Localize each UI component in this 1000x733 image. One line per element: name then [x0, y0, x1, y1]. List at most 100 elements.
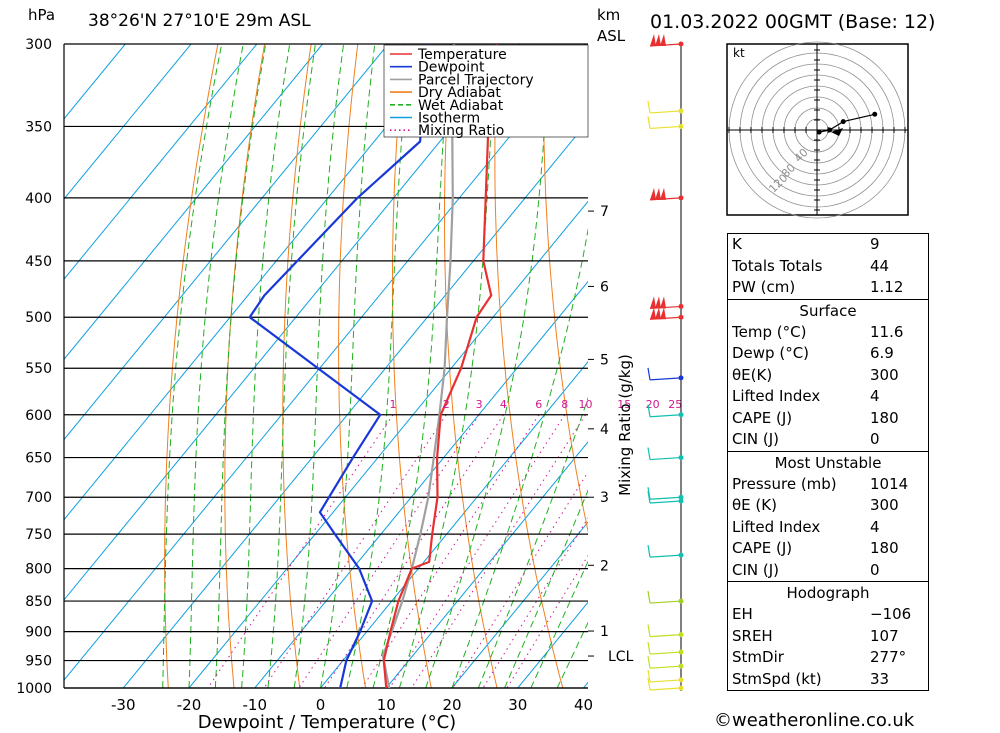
- dry-adiabat-line: [960, 26, 1000, 714]
- index-row-totals: Totals Totals 44: [732, 256, 890, 275]
- wind-barb-dot: [678, 663, 684, 669]
- wind-barb-dot: [678, 649, 684, 655]
- wind-barb: [647, 624, 684, 638]
- wet-adiabat-line: [477, 396, 588, 688]
- wind-barb: [647, 404, 684, 418]
- wind-barb-feather: [647, 624, 651, 637]
- pressure-tick-label: 500: [25, 310, 52, 326]
- dry-adiabat-line: [444, 44, 498, 688]
- pressure-tick-label: 350: [25, 119, 52, 135]
- mixing-ratio-axis-label: Mixing Ratio (g/kg): [616, 354, 634, 496]
- isotherm-line: [64, 44, 455, 521]
- mixing-ratio-label: 6: [535, 398, 542, 411]
- wind-barb-dot: [678, 108, 684, 114]
- x-axis-label: Dewpoint / Temperature (°C): [198, 712, 456, 733]
- wind-barb-dot: [678, 598, 684, 604]
- isotherm-line: [64, 44, 192, 200]
- most-unstable-row: Pressure (mb) 1014: [732, 474, 909, 493]
- wind-barb-staff: [649, 600, 682, 604]
- surface-row: θE(K) 300: [732, 365, 899, 384]
- wet-adiabat-line: [214, 44, 267, 688]
- wind-barb-staff: [649, 377, 682, 381]
- wind-barb: [647, 656, 684, 669]
- wet-adiabat-line: [372, 44, 451, 688]
- wind-barb: [647, 490, 684, 504]
- isotherm-line: [64, 44, 389, 441]
- wind-barb-feather: [647, 641, 651, 655]
- surface-row: CAPE (J) 180: [732, 408, 899, 427]
- most-unstable-row: CAPE (J) 180: [732, 539, 899, 557]
- isotherm-line: [64, 44, 521, 601]
- surface-row: Dewp (°C) 6.9: [732, 344, 894, 362]
- pressure-tick-label: 450: [25, 254, 52, 270]
- credit-link[interactable]: ©weatheronline.co.uk: [714, 710, 915, 731]
- surface-row: Temp (°C) 11.6: [732, 322, 904, 341]
- legend-entry-label: Mixing Ratio: [418, 123, 504, 139]
- wind-barb-pennant: [660, 296, 666, 309]
- pressure-tick-label: 600: [25, 408, 52, 424]
- storm-motion-arrow: [831, 128, 843, 136]
- legend-entry-label: Wet Adiabat: [418, 98, 504, 114]
- isotherm-line: [254, 280, 588, 688]
- wind-barb: [647, 590, 684, 604]
- pressure-tick-label: 1000: [16, 681, 52, 697]
- height-tick-label: 2: [600, 558, 609, 574]
- legend-box: [383, 44, 589, 138]
- wind-barb-feather: [647, 367, 651, 380]
- wind-barb-pennant: [660, 34, 666, 46]
- wind-barb-pennant: [660, 307, 666, 320]
- temperature-tick-label: 0: [316, 696, 326, 714]
- wind-barb-feather: [647, 656, 651, 669]
- height-tick-label: 3: [600, 490, 609, 506]
- mixing-ratio-label: 2: [443, 398, 450, 411]
- wind-barb-staff: [649, 110, 682, 114]
- wet-adiabat-line: [425, 44, 551, 688]
- wind-barb-dot: [678, 685, 684, 691]
- height-tick-label: LCL: [608, 649, 634, 665]
- most-unstable-title: Most Unstable: [774, 453, 882, 472]
- wind-barb: [647, 677, 684, 691]
- pressure-tick-label: 650: [25, 451, 52, 467]
- wind-barb: [647, 669, 684, 683]
- parcel-trajectory-line: [381, 44, 456, 688]
- wind-barb: [647, 545, 684, 558]
- mixing-ratio-label: 8: [561, 398, 568, 411]
- wind-barb-feather: [647, 545, 651, 558]
- wet-adiabat-line: [346, 44, 411, 688]
- hodograph-row: StmSpd (kt) 33: [732, 669, 890, 688]
- wind-barb-dot: [678, 498, 684, 504]
- isotherm-line: [64, 44, 126, 120]
- wind-barb: [647, 487, 684, 500]
- mixing-ratio-label: 10: [578, 398, 592, 411]
- mixing-ratio-line: [452, 471, 588, 688]
- pressure-tick-label: 950: [25, 654, 52, 670]
- wind-barb-staff: [649, 496, 682, 500]
- wind-barb-dot: [678, 314, 684, 320]
- temperature-tick-label: 20: [442, 696, 461, 714]
- pressure-tick-label: 400: [25, 191, 52, 207]
- wet-adiabat-line: [188, 44, 244, 688]
- pressure-tick-label: 850: [25, 594, 52, 610]
- temperature-tick-label: -10: [243, 696, 268, 714]
- hodograph-trace: [818, 113, 875, 133]
- pressure-tick-label: 900: [25, 625, 52, 641]
- height-unit-km: km: [597, 6, 621, 24]
- hodograph-point: [827, 127, 833, 133]
- surface-title: Surface: [799, 301, 857, 320]
- wind-barb: [647, 447, 684, 461]
- mixing-ratio-label: 4: [500, 398, 507, 411]
- height-tick-label: 5: [600, 352, 609, 368]
- wind-barb-pennant: [655, 307, 661, 320]
- hodograph-point: [816, 129, 822, 135]
- mixing-ratio-line: [361, 414, 540, 688]
- run-datetime: 01.03.2022 00GMT (Base: 12): [650, 11, 936, 33]
- wind-barb-feather: [647, 404, 651, 417]
- wind-barb-pennant: [650, 307, 656, 320]
- wind-barb-dot: [678, 375, 684, 381]
- mixing-ratio-line: [324, 414, 504, 688]
- wind-barb-staff: [649, 665, 682, 669]
- hodograph-point: [872, 111, 878, 117]
- hodograph-unit-label: kt: [733, 46, 745, 60]
- dewpoint-line: [248, 44, 429, 688]
